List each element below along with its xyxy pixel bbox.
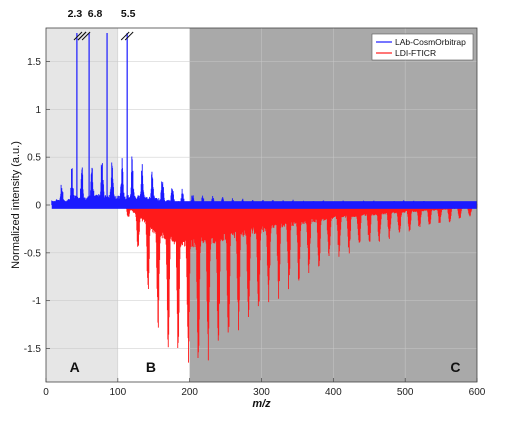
x-tick-label: 400 [325,387,342,398]
y-tick-label: 0.5 [27,153,41,164]
legend-label-0: LAb-CosmOrbitrap [395,37,466,47]
tick-labels: 0 100 200 300 400 500 600 1.5 1 0.5 0 -0.5 -1 -1.5 [24,57,486,398]
legend: LAb-CosmOrbitrap LDI-FTICR [371,33,474,61]
y-tick-label: 0 [35,201,41,212]
x-tick-label: 300 [253,387,270,398]
region-letter-b: B [146,359,156,375]
axis-break-slash [81,31,91,41]
x-tick-label: 0 [43,387,49,398]
x-tick-label: 200 [181,387,198,398]
x-axis-title: m/z [252,398,271,410]
axis-break-slash [73,31,83,41]
legend-box [371,33,474,61]
region-letter-c: C [450,359,460,375]
y-tick-label: 1 [35,105,41,116]
x-tick-label: 500 [397,387,414,398]
legend-label-1: LDI-FTICR [395,48,436,58]
region-letters: A B C [70,359,461,375]
region-letter-a: A [70,359,80,375]
axis-break-slash [124,31,134,41]
axis-break-marks: 2.3 6.8 5.5 [68,8,136,41]
axis-break-slash [120,31,130,41]
x-tick-label: 100 [109,387,126,398]
y-tick-label: 1.5 [27,57,41,68]
y-tick-label: -1.5 [24,344,42,355]
spectrum-traces [51,33,478,363]
lab-cosmorbitrap-baseline [51,201,477,209]
axis-break-slash [77,31,87,41]
clipped-peak-value-label: 6.8 [88,8,103,20]
y-tick-label: -0.5 [24,248,42,259]
y-axis-title: Normalized intensity (a.u.) [10,141,22,269]
clipped-peak-value-label: 2.3 [68,8,83,20]
x-tick-label: 600 [469,387,486,398]
axis-ticks [45,61,478,382]
y-tick-label: -1 [32,296,41,307]
clipped-peak-value-label: 5.5 [121,8,136,20]
